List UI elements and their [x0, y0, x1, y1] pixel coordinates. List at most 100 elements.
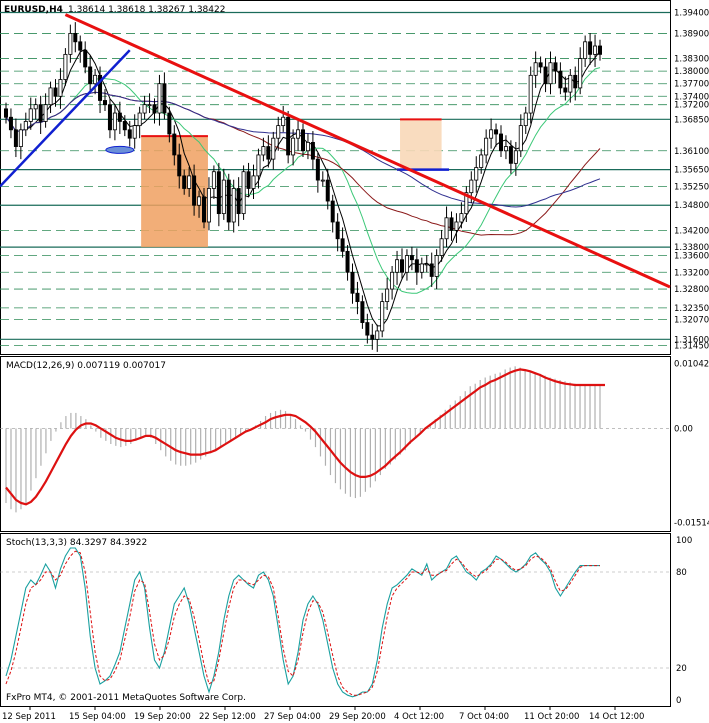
- candle-body: [68, 33, 73, 55]
- candle-body: [548, 62, 553, 85]
- candle-body: [409, 255, 414, 261]
- candle-body: [444, 217, 449, 240]
- macd-panel-frame: [0, 356, 671, 532]
- price-tick-label: 1.35650: [674, 166, 709, 176]
- candle-body: [498, 133, 503, 152]
- candle-body: [182, 175, 187, 189]
- candle-body: [469, 179, 474, 194]
- candle-body: [201, 196, 206, 223]
- stoch-tick-label: 20: [676, 664, 687, 674]
- price-tick-label: 1.37700: [674, 80, 709, 90]
- candle-body: [593, 45, 598, 55]
- candle-body: [13, 129, 18, 147]
- candle-body: [573, 74, 578, 89]
- candle-body: [578, 58, 583, 89]
- price-tick-label: 1.33800: [674, 243, 709, 253]
- candle-body: [107, 104, 112, 131]
- candle-body: [23, 121, 28, 131]
- price-tick-label: 1.33600: [674, 252, 709, 262]
- candle-body: [464, 192, 469, 215]
- candle-body: [117, 112, 122, 122]
- candle-body: [375, 330, 380, 340]
- candle-body: [261, 146, 266, 156]
- candle-body: [484, 137, 489, 156]
- candle-body: [360, 301, 365, 323]
- candle-body: [404, 255, 409, 273]
- candle-body: [167, 112, 172, 135]
- candle-body: [449, 217, 454, 231]
- candle-body: [112, 112, 117, 131]
- candle-body: [18, 129, 23, 147]
- stoch-main-line: [5, 547, 600, 698]
- orange-box-2: [400, 119, 442, 170]
- candle-body: [157, 83, 162, 114]
- candle-body: [221, 179, 226, 215]
- price-tick-label: 1.38300: [674, 55, 709, 65]
- macd-title: MACD(12,26,9) 0.007119 0.007017: [6, 361, 166, 371]
- candle-body: [345, 250, 350, 273]
- candle-body: [38, 104, 43, 122]
- price-tick-label: 1.35250: [674, 182, 709, 192]
- candle-body: [286, 116, 291, 156]
- candle-body: [385, 288, 390, 303]
- candle-body: [256, 154, 261, 177]
- price-annotations-front: [0, 13, 671, 289]
- macd-signal-line: [5, 368, 605, 506]
- price-tick-label: 1.36850: [674, 115, 709, 125]
- candle-body: [340, 238, 345, 252]
- price-tick-label: 1.32070: [674, 316, 709, 326]
- candle-body: [276, 125, 281, 139]
- candle-body: [137, 112, 142, 127]
- x-tick-label: 22 Sep 12:00: [199, 712, 256, 722]
- candle-body: [568, 74, 573, 93]
- candle-body: [98, 74, 103, 101]
- price-tick-label: 1.34200: [674, 226, 709, 236]
- candle-body: [538, 62, 543, 68]
- candle-body: [142, 104, 147, 114]
- x-tick-label: 11 Oct 20:00: [524, 712, 579, 722]
- price-tick-label: 1.32350: [674, 304, 709, 314]
- candle-body: [414, 259, 419, 273]
- candle-body: [192, 175, 197, 206]
- candle-body: [533, 62, 538, 76]
- candle-body: [132, 125, 137, 139]
- trendline-red-down: [64, 13, 671, 289]
- candle-body: [489, 129, 494, 139]
- candle-body: [528, 74, 533, 114]
- price-tick-label: 1.36100: [674, 147, 709, 157]
- candle-body: [271, 137, 276, 160]
- candle-body: [251, 175, 256, 189]
- candle-body: [399, 259, 404, 273]
- price-tick-label: 1.37200: [674, 101, 709, 111]
- stoch-signal-line: [5, 550, 600, 696]
- x-tick-label: 12 Sep 2011: [2, 712, 56, 722]
- macd-tick-label: -0.015146: [674, 519, 709, 529]
- candle-body: [355, 292, 360, 303]
- time-axis: 12 Sep 2011 15 Sep 04:00 19 Sep 20:00 22 Se…: [2, 706, 644, 722]
- candle-body: [474, 167, 479, 181]
- price-tick-label: 1.37400: [674, 92, 709, 102]
- macd-tick-label: 0.010428: [674, 360, 709, 370]
- candle-body: [380, 301, 385, 332]
- candle-body: [127, 129, 132, 139]
- candle-body: [33, 104, 38, 110]
- candle-body: [53, 87, 58, 97]
- candle-body: [246, 171, 251, 189]
- candle-body: [315, 158, 320, 181]
- candle-body: [73, 33, 78, 43]
- candle-body: [88, 66, 93, 85]
- candle-body: [390, 271, 395, 290]
- candle-body: [241, 171, 246, 215]
- candle-body: [439, 238, 444, 256]
- macd-y-axis: 0.010428 0.00 -0.015146: [674, 360, 709, 529]
- candle-body: [320, 179, 325, 182]
- macd-histogram: [0, 366, 670, 513]
- candle-body: [395, 259, 400, 273]
- candle-body: [494, 129, 499, 135]
- symbol-label: EURUSD,H4: [4, 5, 63, 15]
- candle-body: [187, 175, 192, 189]
- ohlc-label: 1.38614 1.38618 1.38267 1.38422: [68, 5, 225, 15]
- candle-body: [598, 45, 603, 55]
- candle-body: [172, 133, 177, 156]
- x-tick-label: 4 Oct 12:00: [394, 712, 444, 722]
